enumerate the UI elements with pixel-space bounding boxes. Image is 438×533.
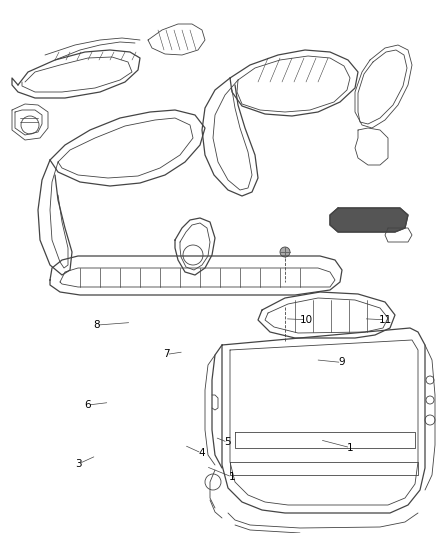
- Circle shape: [280, 247, 290, 257]
- Text: 8: 8: [93, 320, 100, 330]
- Text: 7: 7: [163, 350, 170, 359]
- Text: 4: 4: [198, 448, 205, 458]
- Text: 1: 1: [229, 472, 236, 482]
- Text: 11: 11: [379, 315, 392, 325]
- Polygon shape: [330, 208, 408, 232]
- Text: 6: 6: [84, 400, 91, 410]
- Text: 10: 10: [300, 315, 313, 325]
- Text: 9: 9: [338, 358, 345, 367]
- Text: 1: 1: [347, 443, 354, 453]
- Text: 3: 3: [75, 459, 82, 469]
- Text: 5: 5: [224, 438, 231, 447]
